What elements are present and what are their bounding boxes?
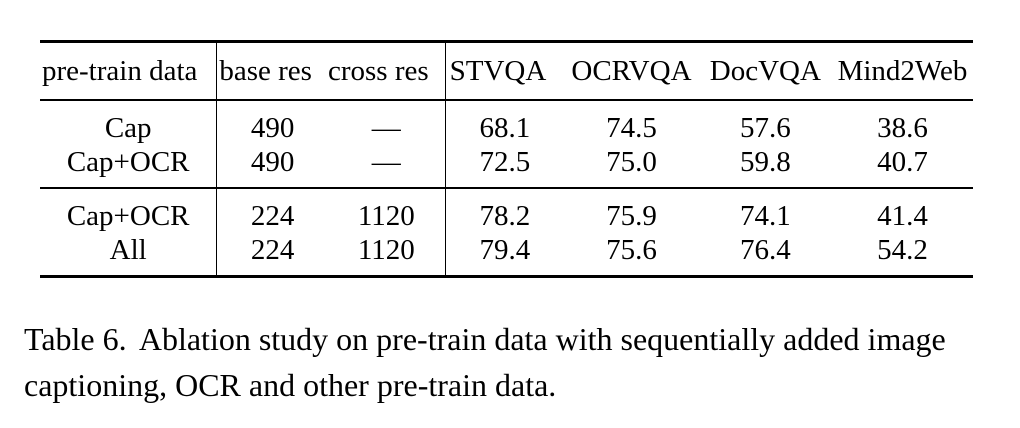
cell-pretrain-data: Cap+OCR	[40, 145, 218, 189]
caption-text: Ablation study on pre-train data with se…	[24, 321, 946, 403]
ablation-table-wrapper: pre-train data base res cross res STVQA …	[40, 40, 973, 278]
cell-stvqa: 72.5	[445, 145, 565, 189]
header-mind2web: Mind2Web	[831, 40, 973, 101]
cell-mind2web: 41.4	[877, 199, 928, 232]
cell-base-res: 224	[250, 199, 295, 232]
table-row: All 224 1120 79.4 75.6 76.4 54.2	[40, 233, 973, 278]
ablation-table: pre-train data base res cross res STVQA …	[40, 40, 973, 278]
table-caption: Table 6. Ablation study on pre-train dat…	[24, 316, 999, 408]
cell-docvqa: 57.6	[739, 111, 791, 144]
cell-pretrain-data: Cap+OCR	[40, 188, 218, 233]
header-base-res: base res	[216, 40, 328, 101]
cell-ocrvqa: 75.6	[564, 233, 699, 278]
cell-docvqa: 76.4	[698, 233, 832, 278]
cell-cross-res: 1120	[327, 233, 446, 278]
table-row: Cap+OCR 490 — 72.5 75.0 59.8 40.7	[40, 145, 973, 189]
header-pretrain-data: pre-train data	[40, 40, 218, 101]
header-ocrvqa: OCRVQA	[564, 40, 699, 101]
cell-stvqa: 79.4	[445, 233, 565, 278]
header-cross-res: cross res	[327, 40, 446, 101]
cell-mind2web: 38.6	[877, 111, 928, 144]
cell-mind2web: 54.2	[831, 233, 973, 278]
cell-docvqa: 74.1	[739, 199, 791, 232]
cell-base-res: 224	[216, 233, 328, 278]
cell-docvqa: 59.8	[698, 145, 832, 189]
cell-ocrvqa: 74.5	[606, 111, 657, 144]
cell-pretrain-data: Cap	[40, 100, 218, 145]
header-stvqa: STVQA	[445, 40, 565, 101]
table-header-row: pre-train data base res cross res STVQA …	[40, 40, 973, 101]
cell-pretrain-data: All	[40, 233, 218, 278]
table-row: Cap+OCR 224 1120 78.2 75.9 74.1 41.4	[40, 188, 973, 233]
cell-cross-res: 1120	[327, 188, 446, 233]
cell-ocrvqa: 75.9	[606, 199, 657, 232]
caption-label: Table 6.	[24, 321, 127, 357]
cell-mind2web: 40.7	[831, 145, 973, 189]
cell-stvqa: 68.1	[479, 111, 531, 144]
cell-base-res: 490	[250, 111, 295, 144]
table-row: Cap 490 — 68.1 74.5 57.6 38.6	[40, 100, 973, 145]
cell-stvqa: 78.2	[479, 199, 531, 232]
cell-ocrvqa: 75.0	[564, 145, 699, 189]
cell-cross-res: —	[327, 100, 446, 145]
cell-cross-res: —	[327, 145, 446, 189]
cell-base-res: 490	[216, 145, 328, 189]
header-docvqa: DocVQA	[698, 40, 832, 101]
